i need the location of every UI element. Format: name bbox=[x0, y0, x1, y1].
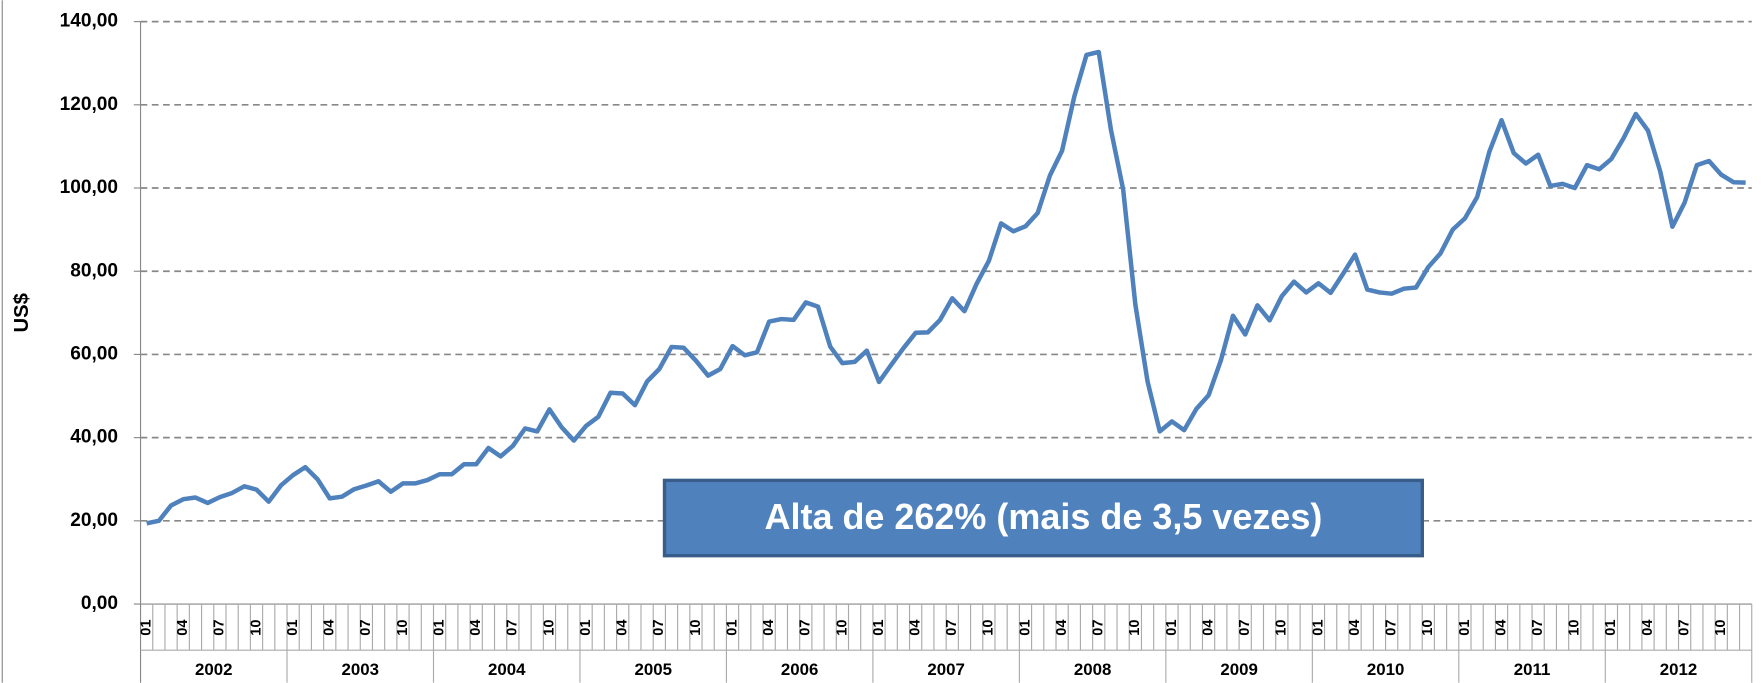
y-tick-label: 100,00 bbox=[60, 177, 118, 198]
x-tick-label: 10 bbox=[1420, 620, 1436, 636]
x-tick-label: 07 bbox=[1384, 620, 1400, 636]
y-tick-label: 0,00 bbox=[81, 593, 118, 614]
x-tick-label: 01 bbox=[285, 620, 301, 636]
x-tick-label: 04 bbox=[1493, 619, 1509, 636]
x-tick-label: 07 bbox=[1530, 620, 1546, 636]
annotation-box bbox=[662, 478, 1425, 558]
year-label: 2004 bbox=[488, 660, 526, 679]
x-tick-label: 07 bbox=[1091, 620, 1107, 636]
x-tick-label: 04 bbox=[175, 619, 191, 636]
x-tick-label: 04 bbox=[761, 619, 777, 636]
x-tick-label: 01 bbox=[724, 620, 740, 636]
x-tick-label: 04 bbox=[615, 619, 631, 636]
x-tick-label: 04 bbox=[322, 619, 338, 636]
x-tick-label: 07 bbox=[212, 620, 228, 636]
x-tick-label: 07 bbox=[505, 620, 521, 636]
year-label: 2009 bbox=[1220, 660, 1258, 679]
x-tick-label: 01 bbox=[1164, 620, 1180, 636]
x-tick-label: 10 bbox=[248, 620, 264, 636]
x-tick-label: 10 bbox=[395, 620, 411, 636]
year-label: 2005 bbox=[634, 660, 672, 679]
annotation-text: Alta de 262% (mais de 3,5 vezes) bbox=[765, 496, 1323, 537]
x-tick-label: 07 bbox=[944, 620, 960, 636]
year-label: 2006 bbox=[781, 660, 819, 679]
data-line bbox=[146, 49, 1746, 526]
year-label: 2007 bbox=[927, 660, 965, 679]
year-label: 2010 bbox=[1367, 660, 1405, 679]
x-tick-label: 01 bbox=[1310, 620, 1326, 636]
x-tick-label: 04 bbox=[1640, 619, 1656, 636]
x-tick-label: 07 bbox=[1237, 620, 1253, 636]
y-axis-label: US$ bbox=[11, 293, 33, 332]
x-tick-label: 10 bbox=[541, 620, 557, 636]
x-tick-label: 04 bbox=[468, 619, 484, 636]
x-tick-label: 10 bbox=[688, 620, 704, 636]
x-tick-label: 07 bbox=[651, 620, 667, 636]
y-tick-label: 60,00 bbox=[70, 343, 118, 364]
year-label: 2011 bbox=[1514, 660, 1551, 679]
x-tick-label: 01 bbox=[139, 620, 155, 636]
year-label: 2003 bbox=[341, 660, 379, 679]
x-tick-label: 10 bbox=[1127, 620, 1143, 636]
x-tick-label: 01 bbox=[871, 620, 887, 636]
year-label: 2002 bbox=[195, 660, 233, 679]
x-tick-label: 10 bbox=[1713, 620, 1729, 636]
x-tick-label: 04 bbox=[1054, 619, 1070, 636]
x-tick-label: 10 bbox=[981, 620, 997, 636]
year-label: 2012 bbox=[1660, 660, 1698, 679]
y-tick-label: 20,00 bbox=[70, 510, 118, 531]
x-tick-label: 10 bbox=[1274, 620, 1290, 636]
x-tick-label: 01 bbox=[1457, 620, 1473, 636]
year-label: 2008 bbox=[1074, 660, 1112, 679]
x-tick-label: 07 bbox=[798, 620, 814, 636]
y-tick-label: 140,00 bbox=[60, 11, 118, 32]
x-tick-label: 07 bbox=[358, 620, 374, 636]
y-tick-label: 40,00 bbox=[70, 427, 118, 448]
x-tick-label: 04 bbox=[907, 619, 923, 636]
x-tick-label: 01 bbox=[1603, 620, 1619, 636]
x-tick-label: 07 bbox=[1676, 620, 1692, 636]
x-tick-label: 04 bbox=[1200, 619, 1216, 636]
x-tick-label: 01 bbox=[1017, 620, 1033, 636]
x-tick-label: 04 bbox=[1347, 619, 1363, 636]
y-tick-label: 120,00 bbox=[60, 94, 118, 115]
x-tick-label: 01 bbox=[578, 620, 594, 636]
x-tick-label: 10 bbox=[1567, 620, 1583, 636]
x-tick-label: 10 bbox=[834, 620, 850, 636]
y-tick-label: 80,00 bbox=[70, 260, 118, 281]
x-tick-label: 01 bbox=[431, 620, 447, 636]
